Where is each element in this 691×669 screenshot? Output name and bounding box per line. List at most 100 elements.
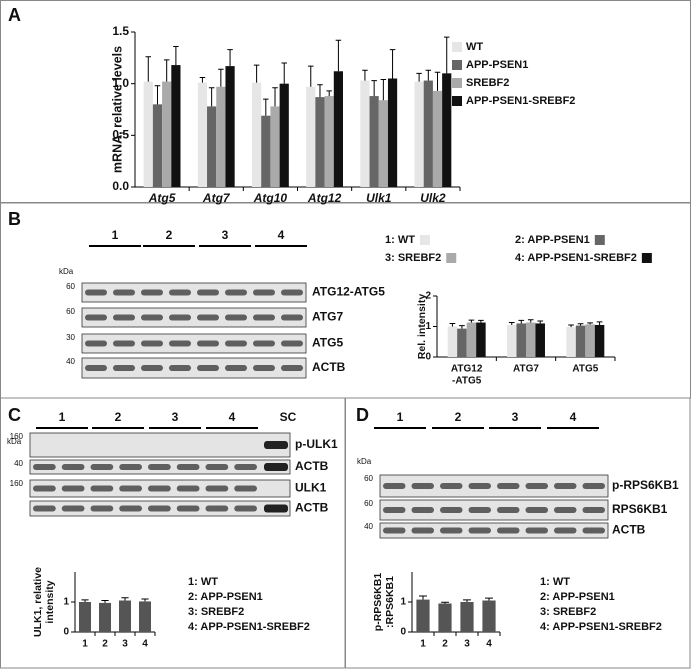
blot-band: [411, 507, 434, 513]
lane-label: 3: [512, 410, 519, 424]
error-bar: [419, 595, 427, 600]
x-tick-label: 2: [102, 639, 108, 650]
bar: [460, 602, 474, 632]
bar: [416, 599, 430, 632]
blot-strip: [29, 432, 291, 458]
legend-note: 4: APP-PSEN1-SREBF2: [540, 621, 662, 633]
blot-band: [234, 464, 257, 470]
kda-marker: 40: [364, 522, 373, 531]
error-bar: [81, 599, 89, 602]
blot-band: [176, 464, 200, 470]
error-bar: [263, 98, 269, 116]
error-bar: [335, 39, 342, 72]
x-tick-label: Ulk2: [420, 191, 446, 205]
legend-swatch: [594, 235, 605, 245]
lane-label: 2: [455, 410, 462, 424]
bar: [139, 601, 151, 632]
blot-band: [497, 483, 520, 489]
bar: [252, 82, 262, 187]
bar: [369, 96, 379, 187]
error-bar: [527, 319, 534, 323]
y-tick-label: 2: [425, 291, 431, 302]
bar: [207, 106, 217, 187]
panel-letter: D: [356, 405, 369, 425]
lane-label: SC: [280, 410, 297, 424]
blot-band: [281, 314, 303, 321]
blot-band: [85, 314, 107, 321]
blot-band: [468, 507, 491, 513]
bar: [315, 97, 325, 187]
kda-label: kDa: [357, 457, 372, 466]
bar: [171, 65, 181, 187]
x-tick-label: 3: [122, 639, 128, 650]
lane-label: 3: [172, 410, 179, 424]
blot-strip: [81, 357, 307, 379]
blot-band: [411, 527, 434, 534]
y-tick-label: 0.0: [112, 179, 129, 193]
error-bar: [173, 45, 179, 66]
y-tick-label: 0.5: [112, 128, 129, 142]
legend-label: APP-PSEN1: [466, 59, 528, 71]
y-tick-label: 1: [400, 597, 406, 608]
bar: [432, 90, 443, 187]
blot-band: [582, 507, 605, 513]
blot-band: [90, 485, 114, 492]
error-bar: [459, 325, 465, 329]
blot-band: [197, 289, 219, 296]
blot-band: [411, 483, 434, 489]
blot-strip: [379, 474, 609, 498]
error-bar: [281, 62, 287, 84]
blot-label: ATG7: [312, 310, 343, 324]
bar: [535, 323, 545, 357]
error-bar: [485, 597, 493, 601]
error-bar: [449, 322, 456, 327]
legend-note: 2: APP-PSEN1: [188, 591, 263, 603]
x-tick-label: 4: [486, 639, 492, 650]
kda-marker: 60: [66, 282, 75, 291]
blot-band: [264, 504, 288, 513]
bar: [438, 603, 452, 632]
blot-band: [90, 505, 114, 512]
blot-band: [253, 365, 275, 371]
blot-band: [33, 485, 56, 492]
legend-label: WT: [466, 41, 483, 53]
y-axis-label: p-RPS6KB1: [372, 573, 384, 632]
blot-band: [141, 289, 163, 296]
blot-band: [61, 464, 85, 470]
kda-marker: 60: [364, 499, 373, 508]
blot-band: [582, 483, 605, 489]
blot-band: [169, 314, 191, 321]
blot-band: [169, 365, 191, 371]
lane-label: 2: [166, 228, 173, 242]
lane-label: 4: [229, 410, 236, 424]
legend-note: 4: APP-PSEN1-SREBF2: [188, 621, 310, 633]
lane-label: 2: [115, 410, 122, 424]
x-tick-label: -ATG5: [452, 376, 482, 387]
kda-label: kDa: [7, 437, 22, 446]
blot-band: [253, 340, 275, 347]
error-bar: [199, 76, 206, 83]
bar: [333, 71, 343, 187]
blot-band: [225, 314, 247, 321]
bar: [378, 100, 388, 187]
error-bar: [362, 69, 368, 81]
blot-label: ACTB: [295, 501, 329, 515]
kda-marker: 40: [14, 459, 23, 468]
y-tick-label: 1.0: [112, 76, 129, 90]
blot-band: [176, 485, 200, 492]
blot-band: [148, 505, 171, 512]
blot-band: [205, 505, 229, 512]
error-bar: [537, 320, 544, 324]
error-bar: [425, 69, 432, 81]
y-axis-label: ULK1, relative: [32, 567, 44, 637]
blot-label: ACTB: [312, 360, 346, 374]
legend-label: 2: APP-PSEN1: [515, 234, 590, 246]
blot-band: [468, 527, 491, 534]
x-tick-label: Atg7: [202, 191, 231, 205]
legend-swatch: [641, 253, 652, 263]
error-bar: [468, 319, 475, 323]
blot-band: [61, 485, 85, 492]
kda-marker: 160: [10, 432, 24, 441]
blot-band: [169, 289, 191, 296]
